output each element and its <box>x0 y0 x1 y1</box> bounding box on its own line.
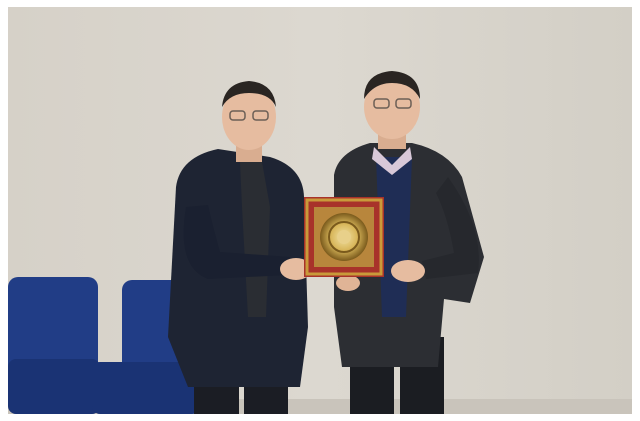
chair-left <box>8 277 100 414</box>
face-left <box>222 84 276 150</box>
photograph <box>8 7 632 414</box>
photo-scene <box>8 7 632 414</box>
face-right <box>364 75 420 139</box>
person-left <box>168 81 312 414</box>
framed-plaque <box>304 197 384 277</box>
